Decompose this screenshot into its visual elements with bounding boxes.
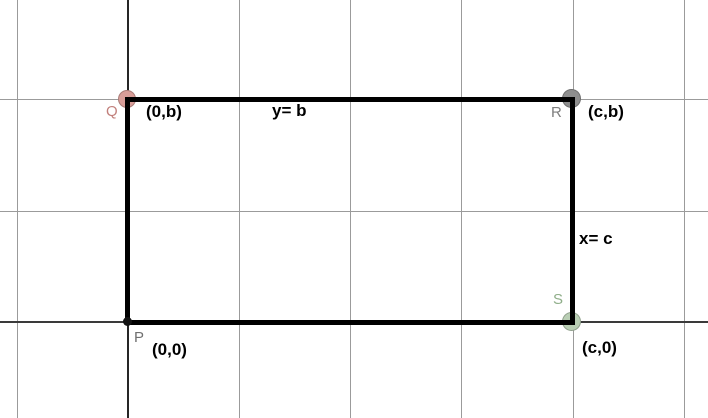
right-edge-equation-label: x= c <box>579 229 613 248</box>
point-label-p: P <box>134 329 145 346</box>
top-edge-equation-label: y= b <box>272 101 307 120</box>
grid-line-vertical <box>17 0 18 418</box>
coordinate-label-q: (0,b) <box>146 102 182 121</box>
coordinate-label-s: (c,0) <box>582 338 617 357</box>
grid-line-vertical <box>350 0 351 418</box>
grid-line-vertical <box>239 0 240 418</box>
grid-line-vertical <box>461 0 462 418</box>
grid-line-horizontal <box>0 211 708 212</box>
point-p[interactable] <box>123 317 132 326</box>
coordinate-label-r: (c,b) <box>588 102 624 121</box>
grid-line-vertical <box>684 0 685 418</box>
rectangle-pqrs <box>125 97 575 325</box>
point-label-q: Q <box>106 103 118 120</box>
coordinate-label-p: (0,0) <box>152 340 187 359</box>
point-label-s: S <box>553 291 564 308</box>
point-label-r: R <box>551 104 562 121</box>
